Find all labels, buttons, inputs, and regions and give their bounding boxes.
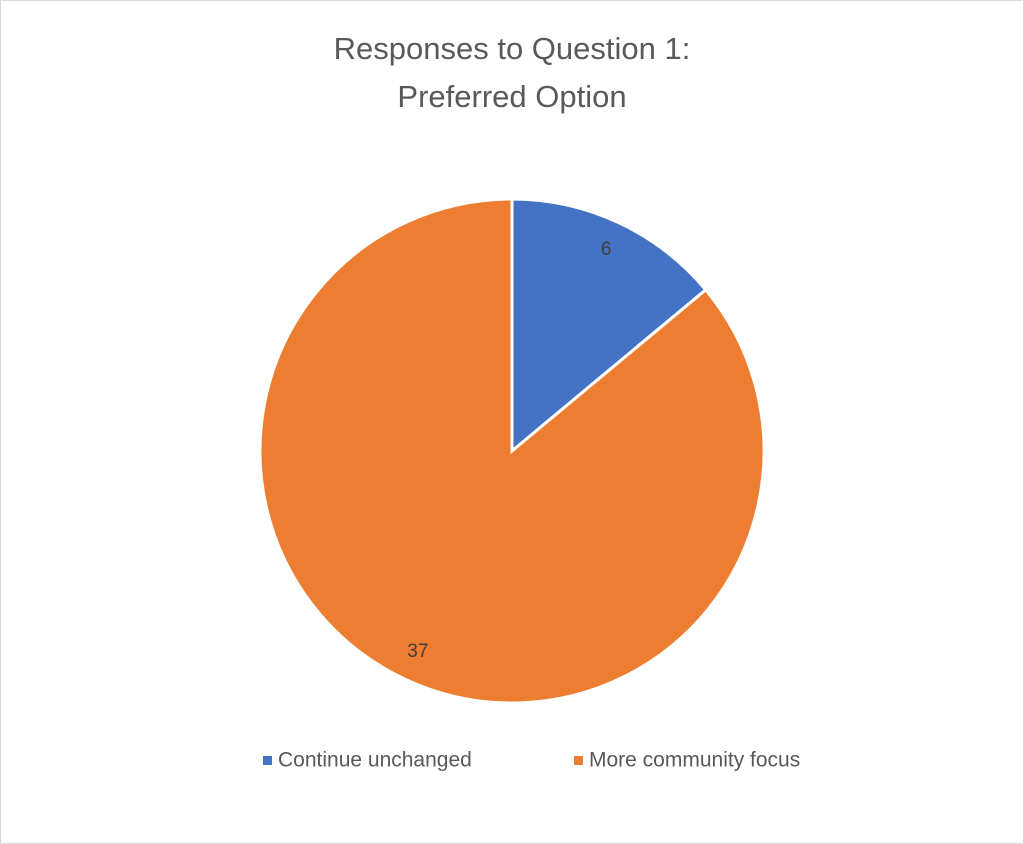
data-label: 37 [407, 641, 428, 662]
pie-slice [258, 197, 766, 705]
legend-label: More community focus [589, 749, 800, 772]
legend-swatch [263, 756, 272, 765]
chart-title: Preferred Option [397, 79, 626, 114]
pie-slice [510, 197, 708, 455]
chart-title: Responses to Question 1: [334, 31, 691, 66]
data-label: 6 [601, 239, 612, 260]
legend-swatch [574, 756, 583, 765]
legend-label: Continue unchanged [278, 749, 472, 772]
